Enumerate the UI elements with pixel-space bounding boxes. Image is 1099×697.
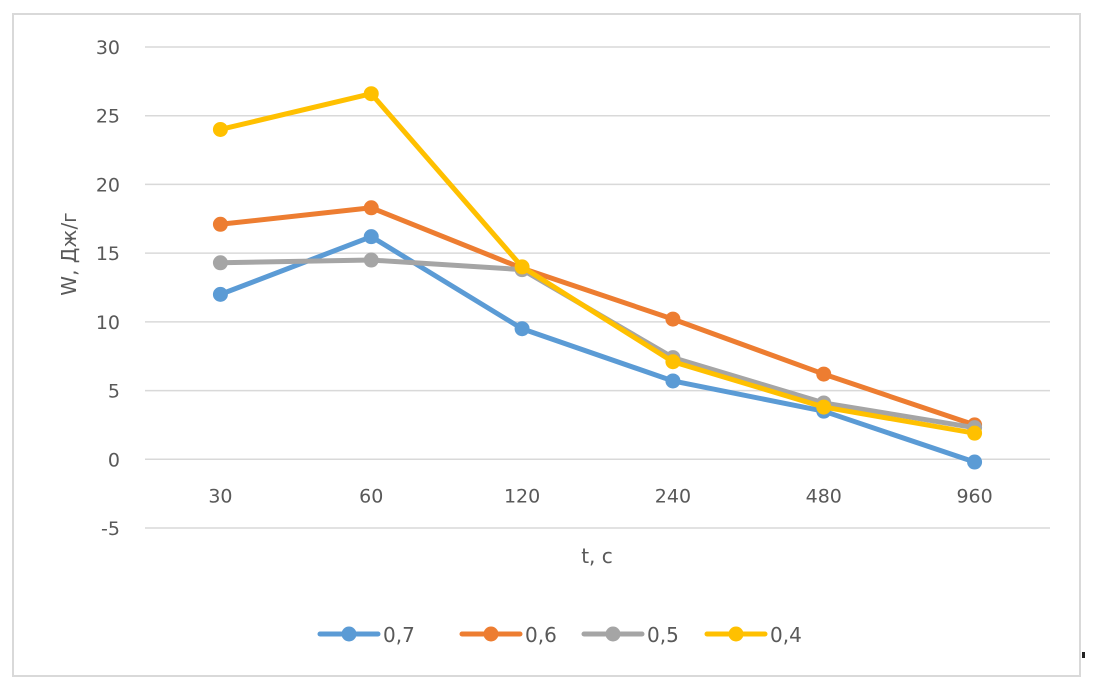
stray-mark bbox=[1082, 652, 1085, 658]
chart-frame bbox=[12, 13, 1081, 677]
x-tick-label: 480 bbox=[806, 485, 842, 507]
data-point bbox=[212, 255, 228, 271]
legend-item: 0,7 bbox=[317, 623, 415, 647]
series-0-5 bbox=[212, 252, 983, 436]
y-tick-label: 25 bbox=[96, 106, 120, 128]
legend-item: 0,4 bbox=[704, 623, 802, 647]
data-point bbox=[212, 121, 228, 137]
legend-label: 0,4 bbox=[770, 623, 802, 647]
series-0-4 bbox=[212, 86, 983, 441]
y-tick-label: 20 bbox=[96, 174, 120, 196]
data-point bbox=[816, 366, 832, 382]
y-axis-ticks: -5 0 5 10 15 20 25 30 bbox=[96, 37, 120, 540]
series-group bbox=[212, 86, 983, 470]
data-point bbox=[363, 86, 379, 102]
y-tick-label: 10 bbox=[96, 312, 120, 334]
series-line bbox=[217, 257, 978, 431]
data-point bbox=[363, 252, 379, 268]
data-point bbox=[967, 425, 983, 441]
data-point bbox=[212, 286, 228, 302]
x-axis-ticks: 30 60 120 240 480 960 bbox=[208, 485, 992, 507]
legend-item: 0,6 bbox=[459, 623, 557, 647]
data-point bbox=[665, 373, 681, 389]
x-tick-label: 30 bbox=[208, 485, 232, 507]
legend-point-marker bbox=[605, 626, 621, 642]
series-line bbox=[217, 205, 978, 428]
legend-point-marker bbox=[728, 626, 744, 642]
y-tick-label: 0 bbox=[108, 449, 120, 471]
data-point bbox=[967, 454, 983, 470]
legend-point-marker bbox=[483, 626, 499, 642]
y-tick-label: 30 bbox=[96, 37, 120, 59]
x-tick-label: 60 bbox=[359, 485, 383, 507]
x-axis-title: t, с bbox=[581, 544, 613, 568]
y-tick-label: 15 bbox=[96, 243, 120, 265]
data-point bbox=[665, 354, 681, 370]
x-tick-label: 960 bbox=[956, 485, 992, 507]
legend: 0,7 0,6 0,5 0,4 bbox=[317, 623, 802, 647]
series-line bbox=[217, 91, 978, 436]
data-point bbox=[514, 321, 530, 337]
data-point bbox=[514, 259, 530, 275]
data-point bbox=[212, 216, 228, 232]
legend-label: 0,5 bbox=[647, 623, 679, 647]
x-tick-label: 120 bbox=[504, 485, 540, 507]
gridlines bbox=[145, 46, 1050, 529]
legend-label: 0,7 bbox=[383, 623, 415, 647]
y-axis-title: W, Дж/г bbox=[57, 212, 81, 295]
legend-point-marker bbox=[341, 626, 357, 642]
legend-item: 0,5 bbox=[581, 623, 679, 647]
data-point bbox=[816, 399, 832, 415]
data-point bbox=[363, 200, 379, 216]
data-point bbox=[363, 229, 379, 245]
x-tick-label: 240 bbox=[655, 485, 691, 507]
y-tick-label: 5 bbox=[108, 381, 120, 403]
series-0-7 bbox=[212, 229, 983, 470]
legend-label: 0,6 bbox=[525, 623, 557, 647]
data-point bbox=[665, 311, 681, 327]
series-line bbox=[217, 234, 978, 465]
y-tick-label: -5 bbox=[101, 518, 120, 540]
